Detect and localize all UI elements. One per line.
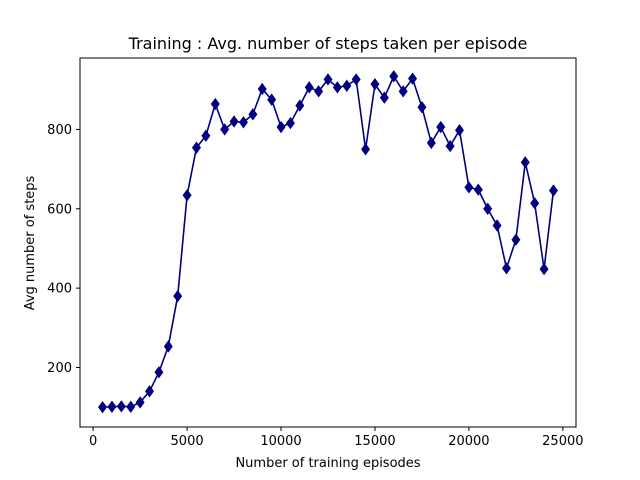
data-point-marker — [398, 85, 408, 98]
plot-frame — [79, 57, 577, 428]
y-tick-label: 600 — [47, 202, 72, 217]
data-point-marker — [520, 156, 530, 169]
x-tick-label: 15000 — [354, 434, 395, 449]
data-point-marker — [295, 99, 305, 112]
x-tick-label: 0 — [89, 434, 97, 449]
data-point-marker — [173, 289, 183, 303]
data-point-marker — [154, 366, 164, 379]
y-tick-label: 800 — [47, 123, 72, 138]
data-point-marker — [314, 85, 324, 98]
data-point-marker — [248, 108, 258, 121]
data-point-marker — [492, 219, 502, 232]
data-point-marker — [201, 129, 211, 142]
plot-area — [98, 70, 558, 414]
x-tick-label: 5000 — [171, 434, 204, 449]
y-axis: 200 400 600 800 — [47, 123, 80, 376]
data-point-marker — [163, 340, 173, 353]
data-point-marker — [107, 400, 117, 413]
x-tick-label: 10000 — [260, 434, 301, 449]
data-point-marker — [332, 81, 342, 94]
data-point-marker — [426, 136, 436, 150]
data-point-marker — [342, 79, 352, 92]
data-point-marker — [548, 184, 558, 197]
data-point-marker — [145, 385, 155, 398]
data-point-marker — [530, 197, 540, 210]
data-point-marker — [126, 400, 136, 413]
data-point-marker — [210, 97, 220, 111]
x-axis-label: Number of training episodes — [235, 456, 420, 471]
y-tick-label: 400 — [47, 282, 72, 297]
data-point-marker — [501, 262, 511, 275]
x-tick-label: 20000 — [448, 434, 489, 449]
data-point-marker — [511, 233, 521, 246]
data-point-marker — [483, 202, 493, 215]
data-point-marker — [464, 181, 474, 194]
data-point-marker — [191, 141, 201, 154]
data-point-marker — [220, 123, 230, 136]
data-point-marker — [351, 73, 361, 86]
data-point-marker — [323, 73, 333, 86]
data-point-marker — [455, 124, 465, 137]
x-axis: 0 5000 10000 15000 20000 25000 — [89, 427, 584, 449]
data-point-marker — [389, 70, 399, 83]
data-point-marker — [257, 82, 267, 96]
data-point-marker — [182, 189, 192, 202]
y-axis-label: Avg number of steps — [23, 175, 38, 310]
data-point-marker — [539, 262, 549, 276]
data-point-marker — [135, 396, 145, 409]
data-point-marker — [473, 183, 483, 196]
y-tick-label: 200 — [47, 361, 72, 376]
chart-title: Training : Avg. number of steps taken pe… — [128, 34, 528, 53]
data-point-marker — [361, 143, 371, 156]
data-point-marker — [267, 93, 277, 106]
data-point-marker — [276, 120, 286, 134]
data-point-marker — [436, 120, 446, 134]
data-point-marker — [304, 81, 314, 94]
data-point-marker — [408, 72, 418, 85]
data-point-marker — [417, 101, 427, 114]
data-point-marker — [98, 400, 108, 414]
data-point-marker — [238, 116, 248, 129]
data-point-marker — [379, 91, 389, 104]
data-point-marker — [116, 400, 126, 413]
data-point-marker — [445, 139, 455, 153]
data-point-marker — [370, 78, 380, 91]
x-tick-label: 25000 — [542, 434, 583, 449]
data-point-marker — [229, 115, 239, 128]
data-point-marker — [285, 116, 295, 130]
